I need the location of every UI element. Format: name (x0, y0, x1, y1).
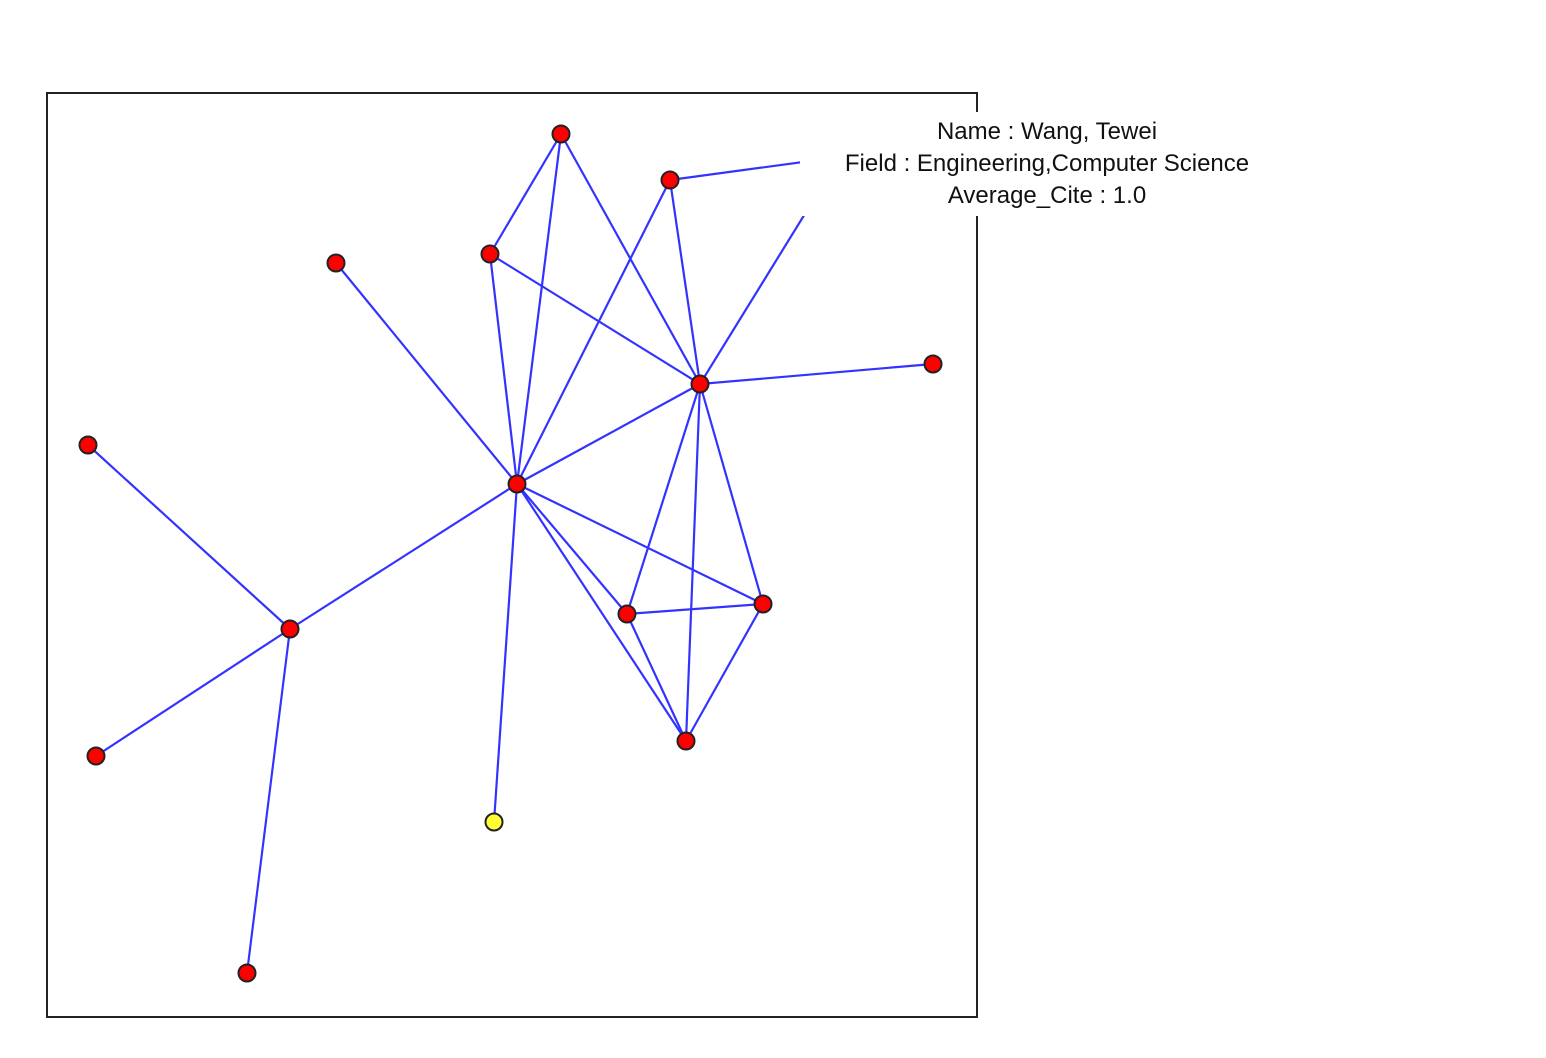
tooltip-field: Field : Engineering,Computer Science (845, 150, 1249, 177)
edge-n2-n6 (516, 179, 671, 485)
node-n3[interactable] (480, 244, 500, 264)
edges-layer (87, 133, 934, 974)
edge-n2-n7 (668, 179, 702, 385)
edge-n3-n6 (488, 253, 519, 485)
edge-n4-n6 (335, 262, 518, 485)
node-n5[interactable] (78, 435, 98, 455)
node-n8[interactable] (617, 604, 637, 624)
edge-n9-n10 (685, 603, 764, 742)
edge-n6-n10 (516, 483, 687, 742)
node-n7[interactable] (690, 374, 710, 394)
node-n16[interactable] (484, 812, 504, 832)
edge-n7-n8 (625, 383, 702, 615)
node-n12[interactable] (86, 746, 106, 766)
node-n1[interactable] (551, 124, 571, 144)
edge-n7-n15 (699, 362, 934, 386)
tooltip-average-cite: Average_Cite : 1.0 (948, 182, 1146, 209)
edge-n6-n7 (516, 383, 701, 485)
edge-n8-n10 (626, 613, 687, 742)
node-n10[interactable] (676, 731, 696, 751)
node-n15[interactable] (923, 354, 943, 374)
edge-n5-n11 (87, 444, 291, 630)
edge-n3-n7 (489, 253, 701, 385)
edge-n11-n12 (95, 628, 291, 757)
edge-n1-n3 (489, 133, 562, 255)
edge-n1-n6 (515, 133, 563, 485)
tooltip-name: Name : Wang, Tewei (937, 118, 1157, 145)
node-n13[interactable] (237, 963, 257, 983)
edge-n7-n9 (698, 383, 765, 605)
node-n4[interactable] (326, 253, 346, 273)
edge-n6-n8 (516, 483, 628, 615)
edge-n6-n16 (492, 483, 519, 823)
node-n11[interactable] (280, 619, 300, 639)
edge-n7-n10 (684, 383, 702, 742)
edge-n8-n9 (626, 602, 764, 616)
edge-n6-n11 (289, 483, 518, 630)
node-tooltip: Name : Wang, Tewei Field : Engineering,C… (800, 112, 1292, 216)
node-n2[interactable] (660, 170, 680, 190)
tooltip-background (800, 112, 1292, 216)
node-n6[interactable] (507, 474, 527, 494)
edge-n6-n9 (516, 483, 764, 605)
node-n9[interactable] (753, 594, 773, 614)
edge-n11-n13 (245, 628, 292, 974)
